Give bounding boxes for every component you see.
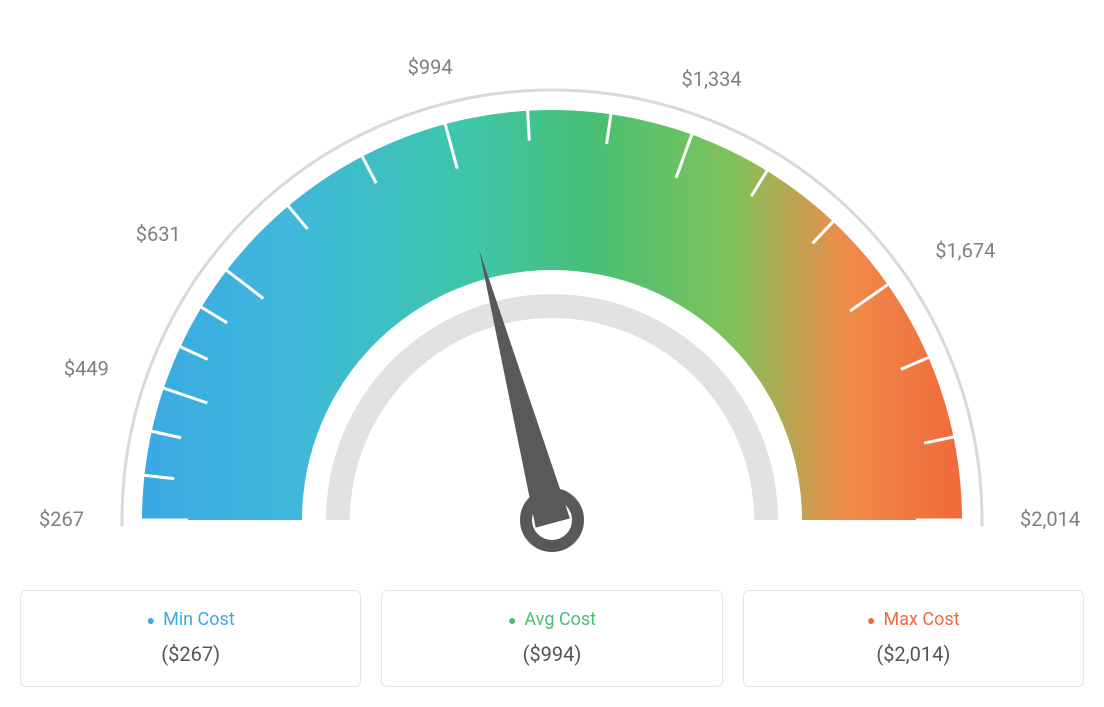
legend-max-value: ($2,014)	[764, 642, 1063, 666]
legend-avg-value: ($994)	[402, 642, 701, 666]
legend-card-avg: Avg Cost ($994)	[381, 590, 722, 687]
tick-label: $631	[136, 222, 181, 246]
legend-max-label: Max Cost	[764, 609, 1063, 630]
tick-label: $449	[64, 357, 109, 381]
legend-card-min: Min Cost ($267)	[20, 590, 361, 687]
tick-label: $1,674	[935, 238, 995, 262]
needle	[479, 250, 570, 528]
tick-label: $2,014	[1020, 507, 1080, 531]
legend-card-max: Max Cost ($2,014)	[743, 590, 1084, 687]
tick-label: $994	[408, 55, 453, 79]
gauge-chart-container: $267 $449 $631 $994 $1,334 $1,674 $2,014 Min C…	[20, 20, 1084, 687]
minor-tick	[528, 111, 530, 141]
legend-min-value: ($267)	[41, 642, 340, 666]
legend-min-label: Min Cost	[41, 609, 340, 630]
legend-row: Min Cost ($267) Avg Cost ($994) Max Cost…	[20, 590, 1084, 687]
legend-avg-label: Avg Cost	[402, 609, 701, 630]
tick-label: $267	[39, 507, 84, 531]
tick-label: $1,334	[682, 67, 742, 91]
gauge-area: $267 $449 $631 $994 $1,334 $1,674 $2,014	[20, 20, 1084, 580]
gauge-svg: $267 $449 $631 $994 $1,334 $1,674 $2,014	[20, 20, 1084, 580]
